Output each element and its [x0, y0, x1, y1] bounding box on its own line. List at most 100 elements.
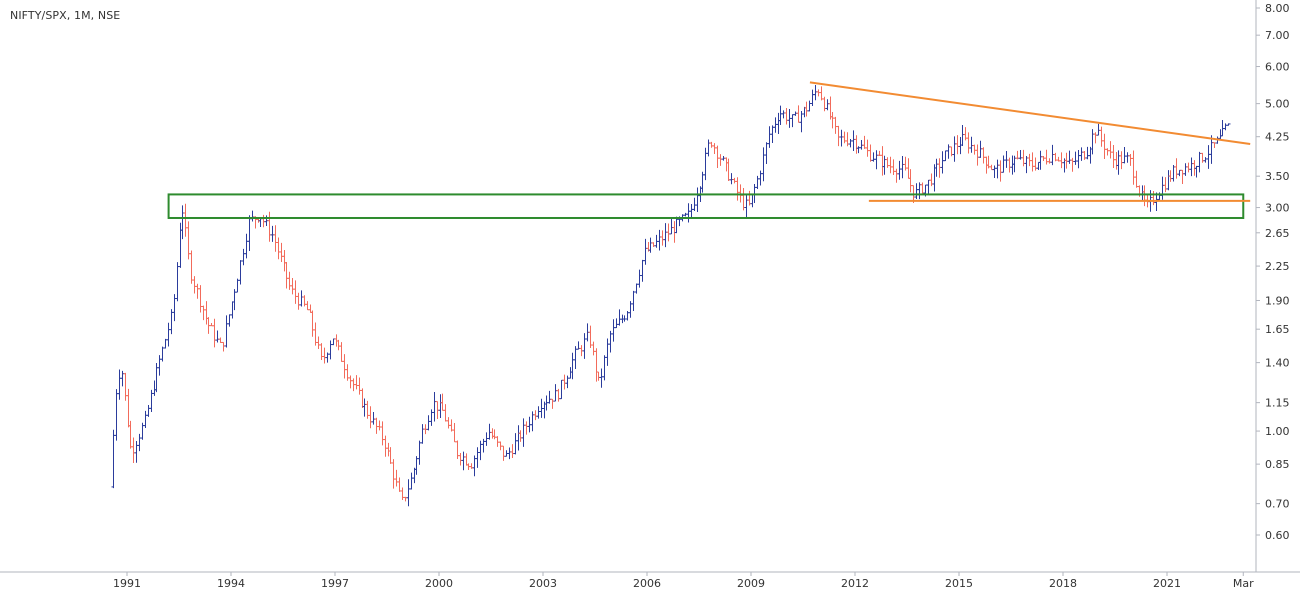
ohlc-bar — [163, 338, 168, 349]
ohlc-bar — [336, 339, 341, 351]
ohlc-bar — [322, 347, 327, 364]
x-tick-label: 1991 — [113, 577, 141, 590]
ohlc-bar — [146, 405, 151, 417]
ohlc-bar — [331, 338, 336, 346]
ohlc-bar — [666, 223, 671, 242]
ohlc-bar — [440, 393, 445, 411]
ohlc-bar — [492, 429, 497, 440]
ohlc-bar — [839, 129, 844, 147]
y-tick-label: 2.25 — [1265, 260, 1290, 273]
ohlc-bar — [1004, 151, 1009, 168]
ohlc-bar — [1203, 157, 1208, 163]
ohlc-bar — [631, 290, 636, 311]
ohlc-bar — [464, 453, 469, 466]
ohlc-bar — [900, 156, 905, 179]
x-axis-ticks[interactable]: 1991 1994 1997 2000 2003 2006 2009 2012 2015 2018… — [113, 572, 1254, 590]
ohlc-bar — [906, 158, 911, 179]
ohlc-bar — [851, 130, 856, 152]
ohlc-bar — [1001, 155, 1006, 173]
ohlc-bar — [591, 341, 596, 356]
ohlc-bar — [1007, 157, 1012, 173]
ohlc-bar — [802, 106, 807, 118]
ohlc-bar — [729, 173, 734, 185]
ohlc-bar — [160, 346, 165, 362]
ohlc-bar — [267, 211, 272, 242]
ohlc-bar — [972, 144, 977, 155]
ohlc-bar — [157, 355, 162, 376]
ohlc-bar — [735, 177, 740, 201]
x-tick-label: 2015 — [945, 577, 973, 590]
ohlc-bar — [611, 319, 616, 342]
ohlc-bar — [293, 280, 298, 304]
ohlc-bar — [614, 318, 619, 329]
ohlc-bar — [828, 96, 833, 120]
x-tick-label: Mar — [1233, 577, 1254, 590]
y-tick-label: 3.50 — [1265, 170, 1290, 183]
ohlc-bar — [732, 177, 737, 184]
ohlc-bar — [487, 423, 492, 440]
ohlc-bar — [978, 140, 983, 158]
ohlc-bar — [807, 100, 812, 112]
resistance-trendline[interactable] — [809, 81, 1251, 145]
ohlc-bar — [478, 440, 483, 461]
ohlc-bar — [657, 229, 662, 251]
ohlc-bar — [770, 125, 775, 143]
y-axis-ticks[interactable]: 8.00 7.00 6.00 5.00 4.25 3.50 3.00 2.65 2.25 1.90… — [1256, 2, 1290, 542]
ohlc-bar — [279, 242, 284, 262]
ohlc-bar — [724, 157, 729, 172]
ohlc-bar — [582, 333, 587, 359]
ohlc-bar — [362, 398, 367, 417]
support-zone-box[interactable] — [167, 193, 1245, 219]
ohlc-bar — [533, 410, 538, 421]
ohlc-bar — [1226, 123, 1231, 126]
y-tick-label: 1.65 — [1265, 323, 1290, 336]
ohlc-bar — [1082, 151, 1087, 160]
ohlc-bar — [695, 187, 700, 212]
ohlc-bar — [926, 179, 931, 195]
y-tick-label: 5.00 — [1265, 98, 1290, 111]
ohlc-bar — [420, 424, 425, 444]
ohlc-bar — [152, 380, 157, 396]
x-tick-label: 2000 — [425, 577, 453, 590]
ohlc-bar — [224, 315, 229, 348]
ohlc-bar — [536, 406, 541, 419]
ohlc-bar — [342, 354, 347, 379]
ohlc-bar — [637, 269, 642, 288]
ohlc-bar — [1038, 150, 1043, 170]
ohlc-bar — [663, 223, 668, 248]
ohlc-bar — [767, 126, 772, 148]
ohlc-bar — [559, 379, 564, 400]
ohlc-bar — [773, 117, 778, 133]
ohlc-bar — [1064, 152, 1069, 169]
ohlc-bar — [602, 355, 607, 381]
ohlc-bar — [354, 375, 359, 390]
x-tick-label: 1994 — [217, 577, 245, 590]
ohlc-bar — [744, 193, 749, 218]
ohlc-bar — [258, 218, 263, 227]
ohlc-bar — [1218, 129, 1223, 140]
ohlc-bar — [1131, 150, 1136, 185]
x-tick-label: 2012 — [841, 577, 869, 590]
ohlc-bar — [1105, 148, 1110, 156]
ohlc-bar — [204, 301, 209, 325]
ohlc-bar — [123, 372, 128, 401]
ohlc-bar — [250, 210, 255, 222]
ohlc-bar — [1047, 158, 1052, 164]
y-tick-label: 4.25 — [1265, 131, 1290, 144]
ohlc-bar — [955, 135, 960, 155]
ohlc-bar — [244, 233, 249, 259]
ohlc-bar — [1177, 169, 1182, 177]
ohlc-bar — [495, 436, 500, 447]
ohlc-bar — [198, 285, 203, 313]
ohlc-bar — [1171, 164, 1176, 182]
ohlc-bar — [672, 221, 677, 243]
ohlc-bar — [703, 147, 708, 181]
ohlc-bar — [819, 86, 824, 101]
ohlc-bar — [386, 442, 391, 457]
y-tick-label: 2.65 — [1265, 227, 1290, 240]
ohlc-bar — [368, 406, 373, 429]
y-tick-label: 1.40 — [1265, 357, 1290, 370]
ohlc-bar — [516, 425, 521, 451]
ohlc-bar — [1090, 129, 1095, 155]
